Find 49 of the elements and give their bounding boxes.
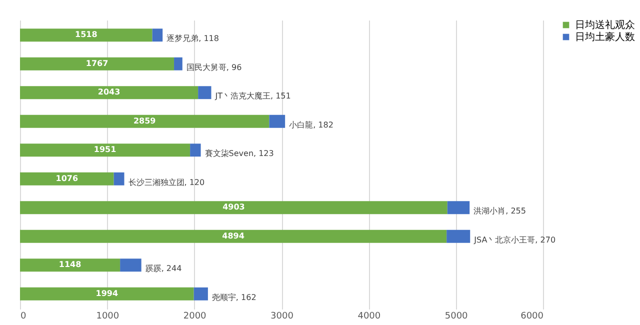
data-label: JSA丶北京小王哥, 270 bbox=[473, 235, 556, 244]
data-label: 蹊蹊, 244 bbox=[145, 264, 182, 274]
x-tick-label: 1000 bbox=[96, 312, 120, 322]
data-label: 1767 bbox=[86, 58, 108, 68]
legend-label: 日均送礼观众 bbox=[575, 19, 635, 31]
data-label: 国民大舅哥, 96 bbox=[186, 62, 242, 72]
data-label: 1951 bbox=[94, 145, 117, 154]
data-label: 1148 bbox=[58, 260, 82, 270]
bar bbox=[198, 86, 212, 100]
bar bbox=[269, 114, 286, 128]
data-label: 洪湖小肖, 255 bbox=[474, 206, 526, 216]
bar bbox=[20, 287, 194, 300]
bar bbox=[20, 201, 448, 214]
bar bbox=[190, 144, 201, 157]
data-label: 2859 bbox=[133, 116, 156, 126]
data-label: 賽文柒Seven, 123 bbox=[204, 149, 274, 158]
bar bbox=[447, 201, 470, 214]
bar bbox=[20, 172, 114, 186]
data-label: 4894 bbox=[222, 231, 245, 240]
bar bbox=[20, 114, 270, 128]
data-label: 2043 bbox=[98, 88, 120, 97]
data-label: 1994 bbox=[96, 288, 118, 298]
x-tick-label: 6000 bbox=[520, 312, 544, 322]
bar bbox=[152, 28, 163, 42]
x-tick-label: 3000 bbox=[270, 312, 294, 322]
bar bbox=[114, 172, 124, 186]
bar bbox=[20, 57, 174, 70]
data-label: 1076 bbox=[56, 174, 78, 183]
bar bbox=[194, 287, 208, 300]
x-tick-label: 4000 bbox=[358, 312, 381, 322]
data-label: 长沙三湘独立团, 120 bbox=[128, 178, 205, 187]
legend-label: 日均土豪人数 bbox=[575, 31, 635, 43]
bar bbox=[20, 258, 120, 272]
data-label: 小白龍, 182 bbox=[289, 120, 334, 130]
bar bbox=[20, 28, 152, 42]
data-label: 尧顺宇, 162 bbox=[212, 292, 256, 302]
data-label: 逐梦兄弟, 118 bbox=[166, 34, 219, 44]
data-label: 1518 bbox=[75, 30, 98, 40]
bar bbox=[174, 57, 182, 70]
data-label: JT丶浩克大魔王, 151 bbox=[214, 92, 291, 101]
data-label: 4903 bbox=[222, 202, 245, 212]
x-tick-label: 2000 bbox=[183, 312, 207, 322]
bar bbox=[20, 86, 198, 100]
bar bbox=[20, 144, 190, 157]
x-tick-label: 0 bbox=[20, 312, 26, 322]
bar bbox=[120, 258, 142, 272]
bar bbox=[20, 230, 447, 243]
x-tick-label: 5000 bbox=[444, 312, 468, 322]
bar bbox=[446, 230, 470, 243]
